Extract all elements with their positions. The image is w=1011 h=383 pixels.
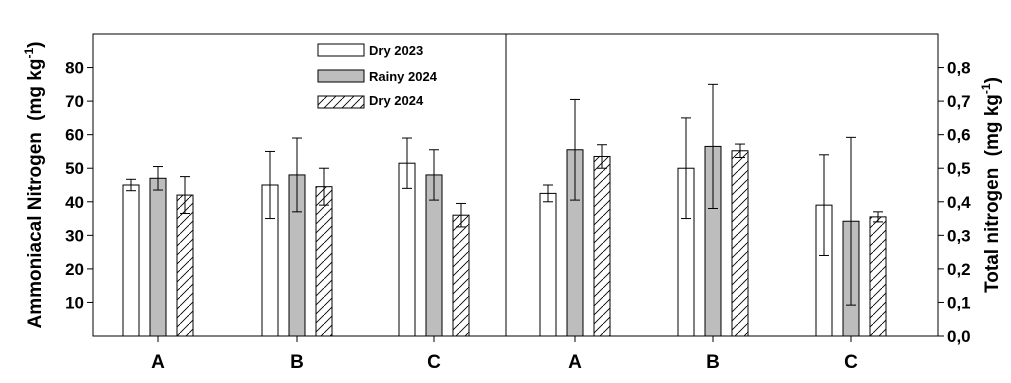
- left-y-tick-label: 40: [65, 193, 84, 212]
- bars-layer: [122, 83, 887, 337]
- right-y-tick-label: 0,1: [947, 293, 971, 312]
- right-y-tick-label: 0,4: [947, 193, 971, 212]
- left-y-tick-label: 10: [65, 293, 84, 312]
- x-category-label: A: [151, 352, 165, 373]
- legend-label-rainy-2024: Rainy 2024: [369, 69, 438, 84]
- bar-right-A-0: [539, 192, 557, 337]
- bar-left-C-2: [452, 214, 470, 337]
- right-y-axis-label: Total nitrogen (mg kg-1): [979, 77, 1003, 293]
- legend-swatch-dry-2023: [317, 43, 365, 57]
- x-category-label: C: [844, 352, 858, 373]
- right-y-tick-label: 0,5: [947, 159, 971, 178]
- bar-left-A-2: [176, 194, 194, 337]
- x-category-label: B: [290, 352, 304, 373]
- right-y-tick-label: 0,8: [947, 59, 971, 78]
- left-y-tick-label: 60: [65, 126, 84, 145]
- left-y-axis: 10 20 30 40 50 60 70 80: [65, 59, 93, 312]
- bar-left-C-0: [398, 162, 416, 337]
- bar-right-B-2: [731, 150, 749, 337]
- legend-swatch-rainy-2024: [317, 69, 365, 83]
- bar-left-A-0: [122, 184, 140, 337]
- x-category-label: B: [706, 352, 720, 373]
- right-y-tick-label: 0,3: [947, 226, 971, 245]
- right-y-tick-label: 0,6: [947, 126, 971, 145]
- left-y-tick-label: 30: [65, 226, 84, 245]
- legend-label-dry-2024: Dry 2024: [369, 93, 424, 108]
- legend-label-dry-2023: Dry 2023: [369, 43, 423, 58]
- left-y-tick-label: 50: [65, 159, 84, 178]
- right-y-tick-label: 0,0: [947, 327, 971, 346]
- bar-left-B-2: [315, 186, 333, 337]
- left-y-tick-label: 20: [65, 260, 84, 279]
- bar-right-A-2: [593, 155, 611, 337]
- right-y-tick-label: 0,2: [947, 260, 971, 279]
- legend: Dry 2023 Rainy 2024 Dry 2024: [317, 43, 438, 109]
- bar-right-C-2: [869, 216, 887, 337]
- left-y-tick-label: 80: [65, 59, 84, 78]
- x-category-label: A: [568, 352, 582, 373]
- x-category-label: C: [427, 352, 441, 373]
- right-y-axis: 0,0 0,1 0,2 0,3 0,4 0,5 0,6 0,7 0,8: [938, 59, 971, 346]
- left-y-axis-label: Ammoniacal Nitrogen (mg kg-1): [22, 42, 46, 329]
- left-y-tick-label: 70: [65, 92, 84, 111]
- plot-frame: [92, 33, 939, 337]
- bar-left-A-1: [149, 177, 167, 337]
- legend-swatch-dry-2024: [317, 95, 365, 109]
- right-y-tick-label: 0,7: [947, 92, 971, 111]
